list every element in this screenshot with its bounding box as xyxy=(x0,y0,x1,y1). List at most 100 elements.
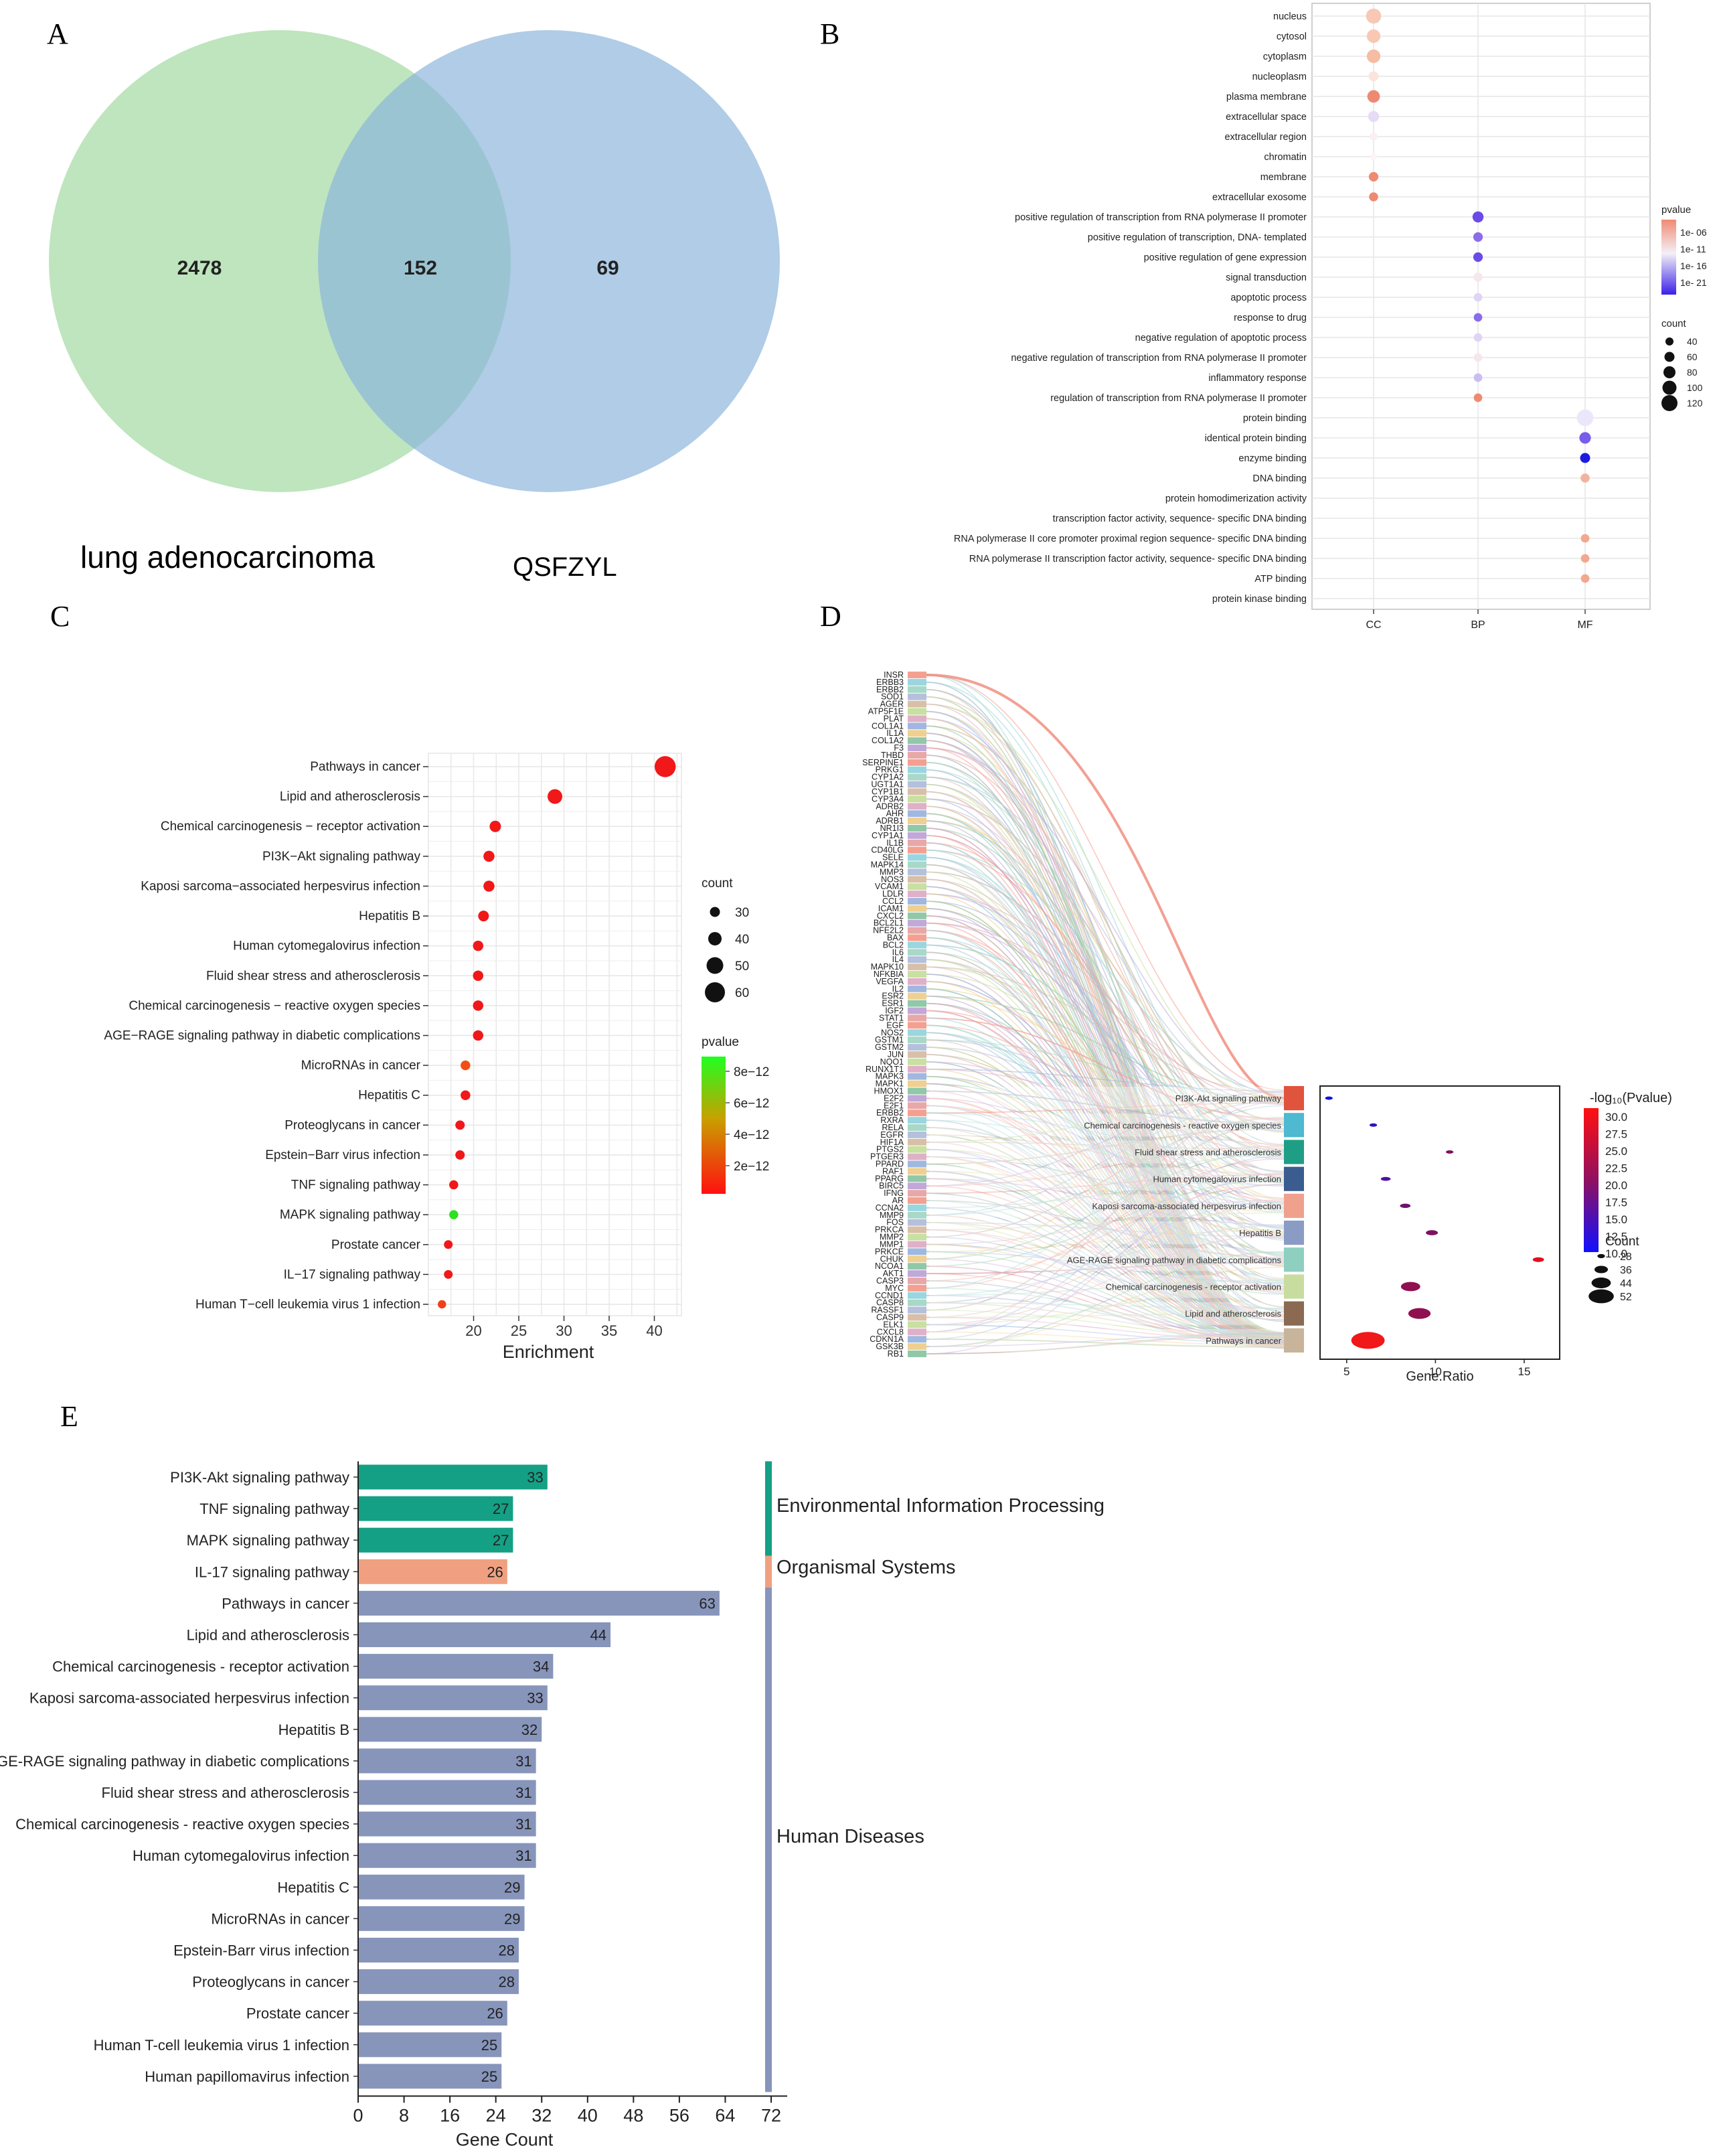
kegg-dot xyxy=(473,1030,483,1041)
sankey-gene-node xyxy=(908,1044,926,1051)
go-dot xyxy=(1368,171,1379,182)
sankey-gene-node xyxy=(908,1248,926,1255)
go-dot xyxy=(1370,153,1378,161)
sankey-gene-node xyxy=(908,861,926,868)
sankey-link xyxy=(926,725,1285,1134)
go-term-label: signal transduction xyxy=(1226,273,1307,283)
kegg-x-tick-label: 35 xyxy=(601,1322,617,1339)
sankey-legend-color-label: 10.0 xyxy=(1605,1247,1627,1260)
sankey-gene-label: HIF1A xyxy=(880,1138,904,1147)
sankey-gene-label: RASSF1 xyxy=(871,1306,904,1315)
go-term-label: cytosol xyxy=(1277,31,1307,42)
sankey-gene-node xyxy=(908,1000,926,1007)
venn-left-label: lung adenocarcinoma xyxy=(80,540,375,574)
sankey-gene-label: HMOX1 xyxy=(874,1086,904,1095)
sankey-gene-node xyxy=(908,1204,926,1211)
go-dot xyxy=(1579,432,1591,444)
sankey-gene-node xyxy=(908,1153,926,1160)
sankey-pathway-label: AGE-RAGE signaling pathway in diabetic c… xyxy=(1067,1255,1282,1265)
sankey-gene-label: NCOA1 xyxy=(875,1261,904,1271)
sankey-dotplot: INSRERBB3ERBB2SOD1AGERATP5F1EPLATCOL1A1I… xyxy=(862,670,1672,1384)
sankey-legend-color-title: -log₁₀(Pvalue) xyxy=(1590,1091,1672,1105)
sankey-gene-node xyxy=(908,773,926,781)
sankey-gene-node xyxy=(908,1124,926,1131)
go-dot xyxy=(1369,192,1378,202)
sankey-link xyxy=(926,1174,1285,1194)
go-dot xyxy=(1580,534,1590,543)
group-side-bar xyxy=(765,1587,772,2092)
sankey-gene-label: E2F2 xyxy=(884,1093,904,1103)
sankey-link xyxy=(926,820,1285,1155)
sankey-link xyxy=(926,944,1285,1132)
sankey-legend-color-label: 22.5 xyxy=(1605,1162,1627,1175)
sankey-gene-label: CCND1 xyxy=(875,1291,904,1300)
sankey-gene-node xyxy=(908,1211,926,1219)
sankey-gene-label: CYP1B1 xyxy=(872,787,904,796)
sankey-gene-label: AGER xyxy=(880,700,904,709)
sankey-gene-node xyxy=(908,1336,926,1343)
kegg-dot xyxy=(473,970,483,982)
sankey-gene-node xyxy=(908,1087,926,1095)
kegg-term-label: Chemical carcinogenesis − reactive oxyge… xyxy=(129,999,420,1013)
bar-x-tick-label: 40 xyxy=(578,2105,598,2125)
go-dot xyxy=(1473,353,1483,362)
kegg-x-axis-title: Enrichment xyxy=(503,1342,594,1362)
go-term-label: DNA binding xyxy=(1252,473,1307,484)
sankey-gene-label: ERBB2 xyxy=(876,1108,904,1118)
sankey-gene-label: BCL2 xyxy=(883,940,904,949)
bar-term-label: PI3K-Akt signaling pathway xyxy=(170,1469,349,1486)
bar xyxy=(358,1464,548,1490)
kegg-legend-pvalue-label: 6e−12 xyxy=(734,1097,769,1111)
sankey-link xyxy=(926,1265,1285,1343)
sankey-gene-label: CYP1A1 xyxy=(872,831,904,840)
go-dot xyxy=(1580,473,1590,483)
sankey-pathway-band xyxy=(929,1113,1284,1137)
sankey-pathway-band xyxy=(929,1194,1284,1217)
kegg-dot xyxy=(654,756,676,777)
sankey-pathway-label: Lipid and atherosclerosis xyxy=(1185,1309,1281,1319)
kegg-legend-count-dot xyxy=(710,907,720,917)
sankey-gene-label: AKT1 xyxy=(883,1269,904,1278)
sankey-gene-node xyxy=(908,949,926,956)
sankey-legend-count-label: 52 xyxy=(1620,1292,1632,1303)
sankey-gene-label: NFE2L2 xyxy=(873,926,904,935)
go-legend-count-dot xyxy=(1664,352,1675,362)
sankey-legend-count-dot xyxy=(1588,1289,1614,1304)
bar xyxy=(358,1496,513,1521)
sankey-link xyxy=(926,937,1285,1211)
sankey-gene-label: BCL2L1 xyxy=(874,919,904,928)
bar-term-label: Hepatitis C xyxy=(277,1879,349,1896)
go-term-label: extracellular region xyxy=(1224,132,1307,143)
sankey-link xyxy=(926,1212,1285,1231)
sankey-link xyxy=(926,1097,1285,1207)
sankey-link xyxy=(926,805,1285,1312)
sankey-legend-color-label: 17.5 xyxy=(1605,1197,1627,1209)
sankey-gene-node xyxy=(908,1255,926,1263)
kegg-classification-barchart: 33 PI3K-Akt signaling pathway 27 TNF signal… xyxy=(0,1461,1105,2149)
sankey-pathway-node xyxy=(1284,1328,1304,1353)
sankey-dotplot-dot xyxy=(1380,1176,1391,1181)
sankey-link xyxy=(926,1324,1285,1344)
sankey-link xyxy=(926,1331,1285,1346)
sankey-gene-label: INSR xyxy=(884,670,904,680)
sankey-legend-count-label: 36 xyxy=(1620,1265,1632,1276)
go-plot-area xyxy=(1311,3,1651,610)
bar xyxy=(358,2001,507,2026)
panel-label-b: B xyxy=(820,17,839,50)
sankey-link xyxy=(926,1002,1285,1294)
kegg-legend-count-dot xyxy=(708,932,722,945)
sankey-pathway-node xyxy=(1284,1166,1304,1191)
go-term-label: transcription factor activity, sequence-… xyxy=(1053,514,1307,524)
sankey-gene-label: EGF xyxy=(886,1020,904,1030)
sankey-pathway-node xyxy=(1284,1221,1304,1245)
go-legend-pvalue-label: 1e- 06 xyxy=(1680,227,1707,238)
go-dot xyxy=(1473,293,1483,302)
sankey-link xyxy=(926,1105,1285,1289)
sankey-gene-node xyxy=(908,1263,926,1270)
go-dot xyxy=(1368,71,1379,82)
group-side-bar xyxy=(765,1555,772,1588)
sankey-link xyxy=(926,696,1285,1179)
sankey-link xyxy=(926,937,1285,1317)
sankey-gene-node xyxy=(908,1190,926,1197)
